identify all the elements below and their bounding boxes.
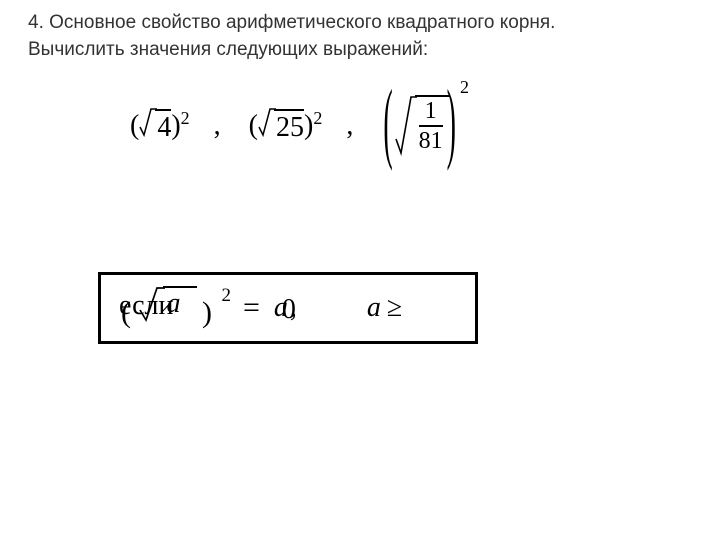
header-line1: 4. Основное свойство арифметического ква… [28, 10, 555, 37]
expressions-row: ( 4 ) 2 , ( 25 ) 2 , ( [130, 95, 467, 157]
header-line2: Вычислить значения следующих выражений: [28, 37, 555, 64]
lparen: ( [249, 110, 258, 142]
radical-icon [139, 107, 157, 137]
denominator: 81 [419, 128, 443, 154]
equals-sign: = [243, 291, 260, 325]
vinculum [155, 109, 171, 111]
rparen: ) [171, 110, 180, 142]
cond-a: a [367, 292, 381, 324]
sqrt-frac: 1 81 [395, 95, 445, 157]
fraction-line [419, 125, 443, 127]
big-radical-icon [395, 95, 417, 157]
sqrt-4: 4 [139, 107, 171, 145]
big-lparen: ( [383, 75, 392, 177]
rhs: a 0 , [274, 292, 297, 324]
formula-box: ( если a ) 2 = a 0 , a ≥ [98, 272, 478, 344]
expression-1: ( 4 ) 2 [130, 107, 190, 145]
comma-2: , [346, 110, 353, 142]
exponent-1: 2 [181, 108, 190, 129]
radicand-4: 4 [157, 112, 171, 144]
radicand-25: 25 [276, 112, 304, 144]
formula-radical-icon [139, 286, 165, 322]
radical-icon [258, 107, 276, 137]
vinculum [274, 109, 304, 111]
formula-exponent: 2 [222, 285, 232, 306]
exponent-3: 2 [460, 77, 469, 98]
big-vinculum [415, 95, 450, 97]
condition: a ≥ [367, 292, 402, 324]
formula-content: ( если a ) 2 = a 0 , a ≥ [121, 286, 402, 330]
rparen: ) [304, 110, 313, 142]
expression-2: ( 25 ) 2 [249, 107, 323, 145]
formula-sqrt: a [139, 286, 195, 322]
fraction: 1 81 [419, 98, 443, 154]
sqrt-25: 25 [258, 107, 304, 145]
geq-sign: ≥ [387, 292, 402, 324]
problem-header: 4. Основное свойство арифметического ква… [28, 10, 555, 63]
lparen: ( [130, 110, 139, 142]
lhs: ( если a ) 2 [121, 286, 229, 330]
exponent-2: 2 [313, 108, 322, 129]
expression-3: ( 1 81 ) 2 [381, 95, 467, 157]
formula-rparen: ) [202, 296, 212, 329]
numerator: 1 [425, 98, 437, 124]
formula-vinculum [163, 286, 197, 288]
formula-var-a: a [167, 288, 181, 320]
comma-1: , [214, 110, 221, 142]
rhs-zero-overlay: 0 [282, 294, 296, 326]
big-rparen: ) [447, 75, 456, 177]
